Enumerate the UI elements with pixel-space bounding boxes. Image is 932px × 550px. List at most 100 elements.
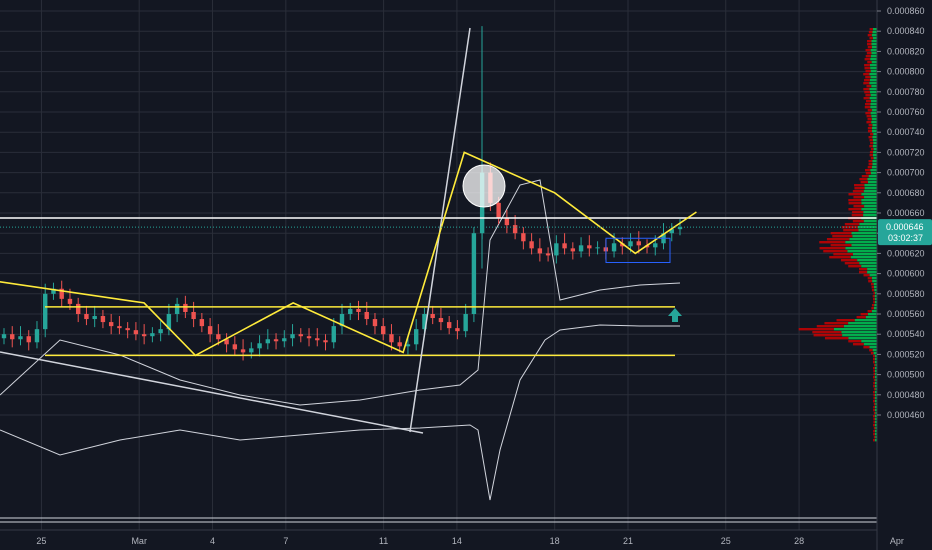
volume-bar-down (873, 421, 876, 424)
volume-bar-down (829, 256, 851, 259)
volume-bar-down (860, 313, 868, 316)
volume-bar-up (870, 91, 877, 94)
volume-bar-up (851, 232, 877, 235)
candle-body (413, 329, 419, 345)
volume-bar-up (875, 373, 877, 376)
volume-bar-up (874, 409, 877, 412)
candle-body (504, 218, 510, 226)
drawings (0, 27, 877, 523)
time-axis[interactable]: 25 Mar 4 7 11 14 18 21 25 28 Apr (36, 536, 903, 546)
price-axis[interactable]: 0.000860 0.000840 0.000820 0.000800 0.000780… (877, 6, 925, 420)
volume-bar-up (872, 280, 877, 283)
volume-bar-up (875, 412, 877, 415)
candle-body (430, 314, 435, 319)
volume-bar-down (869, 151, 874, 154)
volume-bar-up (874, 286, 877, 289)
consolidation-box (605, 237, 671, 263)
price-tick-label: 0.000460 (887, 410, 925, 420)
volume-bar-down (873, 397, 876, 400)
volume-bar-up (869, 73, 877, 76)
volume-bar-down (869, 139, 873, 142)
volume-bar-up (871, 40, 877, 43)
price-tick-label: 0.000860 (887, 6, 925, 16)
candle-body (381, 326, 386, 335)
candle-body (265, 339, 271, 344)
candle-body (224, 339, 229, 345)
candle-body (620, 243, 625, 247)
price-tick-label: 0.000540 (887, 329, 925, 339)
volume-bar-down (798, 328, 834, 331)
volume-bar-up (874, 424, 877, 427)
time-tick-label: Mar (131, 536, 147, 546)
volume-bar-up (874, 301, 877, 304)
candle-body (521, 233, 526, 242)
volume-bar-up (871, 127, 877, 130)
volume-bar-down (864, 58, 871, 61)
volume-bar-down (865, 172, 871, 175)
candle-body (562, 243, 567, 249)
candle-body (18, 336, 23, 340)
volume-bar-up (874, 430, 877, 433)
candle-body (537, 248, 543, 254)
candle-body (59, 288, 64, 299)
volume-bar-down (864, 79, 870, 82)
volume-bar-down (864, 67, 871, 70)
volume-bar-down (868, 31, 873, 34)
volume-bar-down (856, 316, 866, 319)
volume-bar-down (853, 196, 865, 199)
volume-bar-up (872, 37, 877, 40)
candle-body (158, 329, 163, 334)
volume-bar-down (865, 169, 871, 172)
volume-bar-down (873, 415, 875, 418)
volume-bar-up (861, 208, 877, 211)
volume-bar-up (864, 184, 877, 187)
candle-body (389, 334, 394, 343)
volume-bar-down (871, 289, 875, 292)
volume-bar-down (816, 325, 844, 328)
volume-bar-down (868, 124, 873, 127)
volume-bar-up (871, 43, 877, 46)
volume-bar-down (868, 160, 873, 163)
candle-body (315, 338, 320, 341)
volume-bar-down (869, 145, 873, 148)
price-tick-label: 0.000700 (887, 168, 925, 178)
volume-bar-up (871, 166, 877, 169)
volume-bar-down (873, 406, 875, 409)
volume-bar-down (830, 244, 852, 247)
volume-bar-up (871, 115, 877, 118)
volume-bar-up (861, 193, 877, 196)
volume-bar-down (873, 379, 876, 382)
volume-bar-up (875, 418, 877, 421)
volume-bar-up (872, 160, 877, 163)
volume-bar-up (873, 142, 877, 145)
volume-bar-down (873, 427, 876, 430)
price-tick-label: 0.000760 (887, 107, 925, 117)
volume-bar-down (873, 301, 875, 304)
volume-bar-down (873, 382, 875, 385)
volume-bar-down (873, 370, 876, 373)
volume-bar-up (864, 205, 877, 208)
time-tick-label: 18 (550, 536, 560, 546)
bollinger-bands (0, 179, 681, 501)
volume-bar-up (869, 346, 877, 349)
volume-bar-down (873, 391, 875, 394)
volume-bar-up (872, 349, 877, 352)
candle-body (438, 318, 444, 323)
price-tick-label: 0.000580 (887, 289, 925, 299)
volume-bar-up (875, 379, 877, 382)
volume-bar-up (852, 235, 877, 238)
volume-bar-up (874, 358, 877, 361)
price-tick-label: 0.000800 (887, 67, 925, 77)
candle-body (34, 329, 40, 343)
volume-bar-up (863, 190, 877, 193)
last-price-badge-bg (878, 219, 932, 246)
volume-bar-down (870, 352, 874, 355)
volume-bar-down (873, 385, 875, 388)
volume-bar-down (867, 109, 872, 112)
time-tick-label: 14 (452, 536, 462, 546)
candle-body (529, 241, 534, 249)
volume-bar-down (873, 403, 876, 406)
volume-bar-up (863, 211, 877, 214)
volume-bar-up (857, 259, 877, 262)
